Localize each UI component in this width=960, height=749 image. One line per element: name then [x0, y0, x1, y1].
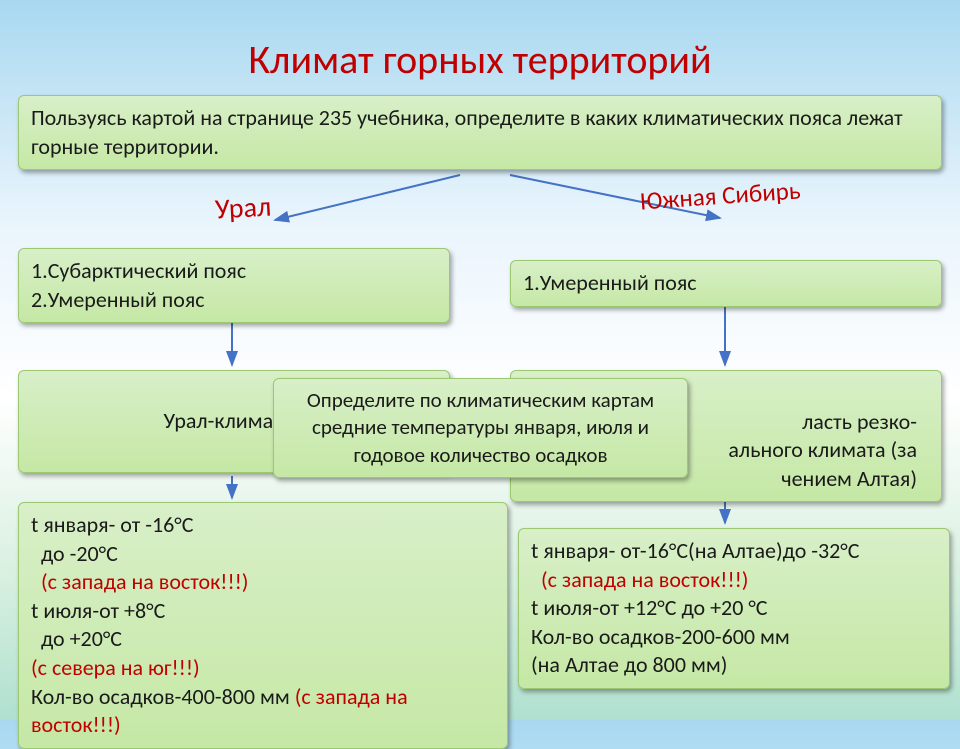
dl1: t января- от -16°С	[31, 511, 495, 540]
label-south-siberia: Южная Сибирь	[639, 174, 801, 216]
arrow-intro-to-ural	[275, 175, 460, 220]
dl6: (с севера на юг!!!)	[31, 654, 495, 683]
label-ural: Урал	[214, 189, 272, 227]
dr4: Кол-во осадков-200-600 мм	[531, 623, 937, 652]
dl3: (с запада на восток!!!)	[31, 568, 495, 597]
dl4: t июля-от +8°С	[31, 597, 495, 626]
dr2: (с запада на восток!!!)	[531, 566, 937, 595]
zone-right-1: 1.Умеренный пояс	[523, 269, 929, 298]
dl7: Кол-во осадков-400-800 мм (с запада на в…	[31, 683, 495, 740]
overlay-text: Определите по климатическим картам средн…	[307, 387, 654, 468]
overlay-instruction-box: Определите по климатическим картам средн…	[273, 378, 688, 478]
zones-ural-box: 1.Субарктический пояс 2.Умеренный пояс	[18, 248, 450, 323]
dr5: (на Алтае до 800 мм)	[531, 651, 937, 680]
zones-siberia-box: 1.Умеренный пояс	[510, 260, 942, 307]
dl2: до -20°С	[31, 540, 495, 569]
data-siberia-box: t января- от-16°С(на Алтае)до -32°С (с з…	[518, 528, 950, 689]
data-ural-box: t января- от -16°С до -20°С (с запада на…	[18, 502, 508, 749]
dl5: до +20°С	[31, 625, 495, 654]
dr3: t июля-от +12°С до +20 °С	[531, 594, 937, 623]
intro-text: Пользуясь картой на странице 235 учебник…	[31, 104, 903, 160]
zone-left-1: 1.Субарктический пояс	[31, 257, 437, 286]
intro-box: Пользуясь картой на странице 235 учебник…	[18, 95, 942, 170]
dr1: t января- от-16°С(на Алтае)до -32°С	[531, 537, 937, 566]
slide-title: Климат горных территорий	[0, 0, 960, 84]
dl7a: Кол-во осадков-400-800 мм	[31, 683, 295, 710]
zone-left-2: 2.Умеренный пояс	[31, 286, 437, 315]
